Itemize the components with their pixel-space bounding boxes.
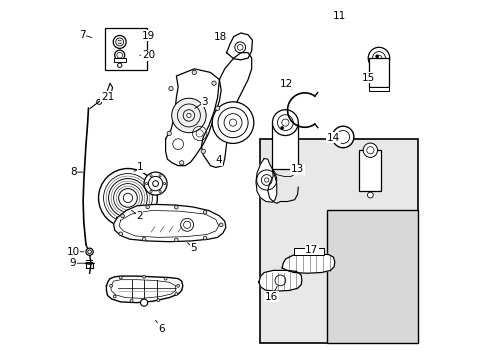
Bar <box>368 87 388 91</box>
Polygon shape <box>106 276 183 303</box>
Circle shape <box>130 300 133 302</box>
Circle shape <box>117 63 122 67</box>
Circle shape <box>175 293 178 296</box>
Circle shape <box>332 126 353 148</box>
Bar <box>293 248 324 255</box>
Polygon shape <box>165 69 221 166</box>
Text: 5: 5 <box>190 243 197 253</box>
Circle shape <box>281 119 288 126</box>
Circle shape <box>113 36 126 48</box>
Circle shape <box>203 236 206 240</box>
Circle shape <box>109 284 112 287</box>
Circle shape <box>168 86 173 91</box>
Circle shape <box>157 299 160 302</box>
Bar <box>113 58 125 62</box>
Circle shape <box>145 183 147 185</box>
Circle shape <box>150 175 152 177</box>
Circle shape <box>174 206 178 209</box>
Circle shape <box>115 50 124 60</box>
Circle shape <box>176 284 179 287</box>
Bar <box>359 150 381 192</box>
Circle shape <box>145 205 149 209</box>
Circle shape <box>159 190 161 193</box>
Circle shape <box>229 119 236 126</box>
Circle shape <box>186 113 191 118</box>
Text: 6: 6 <box>158 324 164 334</box>
Bar <box>260 139 417 343</box>
Circle shape <box>167 131 171 135</box>
Circle shape <box>144 172 167 195</box>
Polygon shape <box>255 158 276 202</box>
Text: 17: 17 <box>305 245 318 255</box>
Circle shape <box>280 127 283 130</box>
Circle shape <box>164 277 167 280</box>
Circle shape <box>375 55 378 58</box>
Text: 21: 21 <box>101 92 114 102</box>
Circle shape <box>123 193 132 203</box>
Polygon shape <box>282 253 334 273</box>
Circle shape <box>163 183 165 185</box>
Text: 14: 14 <box>326 133 339 143</box>
Text: 19: 19 <box>142 31 155 41</box>
Text: 2: 2 <box>136 211 142 221</box>
Circle shape <box>192 70 196 75</box>
Circle shape <box>121 214 124 218</box>
Text: 11: 11 <box>332 11 346 21</box>
Text: 18: 18 <box>213 32 226 42</box>
Text: 1: 1 <box>137 162 143 172</box>
Circle shape <box>375 55 381 61</box>
Circle shape <box>219 223 223 226</box>
Circle shape <box>119 276 122 279</box>
Bar <box>368 58 388 87</box>
Text: 3: 3 <box>201 97 207 107</box>
Polygon shape <box>201 53 251 167</box>
Circle shape <box>142 275 145 278</box>
Text: 16: 16 <box>264 292 278 302</box>
Circle shape <box>118 40 121 44</box>
Circle shape <box>212 102 253 143</box>
Circle shape <box>142 237 145 241</box>
Text: 13: 13 <box>290 164 304 174</box>
Polygon shape <box>113 204 225 242</box>
Circle shape <box>215 106 219 111</box>
Circle shape <box>203 211 206 214</box>
Circle shape <box>119 232 122 235</box>
Text: 7: 7 <box>79 30 85 40</box>
Circle shape <box>99 168 157 227</box>
Circle shape <box>171 98 206 133</box>
Bar <box>326 211 417 343</box>
Circle shape <box>140 299 147 306</box>
Circle shape <box>272 110 298 135</box>
Text: 10: 10 <box>66 247 80 257</box>
Circle shape <box>113 295 116 298</box>
Text: 8: 8 <box>70 167 76 177</box>
Text: 9: 9 <box>70 258 76 268</box>
Circle shape <box>150 190 152 193</box>
Circle shape <box>211 81 216 85</box>
Circle shape <box>86 248 93 255</box>
Circle shape <box>363 143 377 157</box>
Circle shape <box>367 47 389 69</box>
Circle shape <box>201 149 205 153</box>
Circle shape <box>174 238 178 242</box>
Polygon shape <box>226 33 252 60</box>
Bar <box>272 123 298 169</box>
Circle shape <box>179 161 183 165</box>
Text: 4: 4 <box>215 155 222 165</box>
Text: 20: 20 <box>142 50 155 60</box>
Circle shape <box>367 192 372 198</box>
Text: 12: 12 <box>280 79 293 89</box>
Polygon shape <box>258 270 301 291</box>
Text: 15: 15 <box>361 73 374 83</box>
Circle shape <box>159 175 161 177</box>
Circle shape <box>152 181 158 186</box>
Bar <box>105 28 146 69</box>
